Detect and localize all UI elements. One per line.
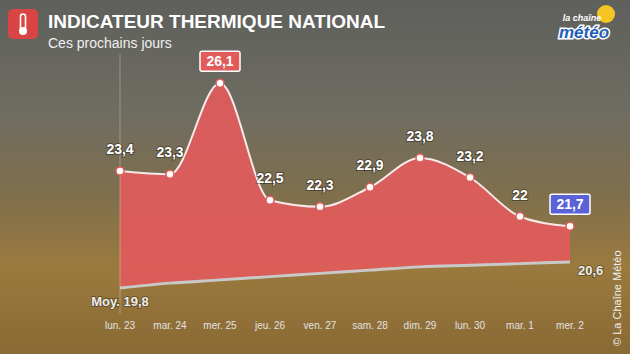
svg-text:jeu. 26: jeu. 26	[254, 320, 285, 331]
svg-text:23,3: 23,3	[156, 144, 183, 160]
svg-text:Moy. 19,8: Moy. 19,8	[91, 294, 149, 309]
svg-text:23,8: 23,8	[406, 128, 433, 144]
svg-text:mar. 24: mar. 24	[153, 320, 187, 331]
svg-text:sam. 28: sam. 28	[352, 320, 388, 331]
svg-text:dim. 29: dim. 29	[404, 320, 437, 331]
svg-text:lun. 23: lun. 23	[105, 320, 135, 331]
svg-text:22,3: 22,3	[306, 177, 333, 193]
svg-text:mer. 2: mer. 2	[556, 320, 584, 331]
svg-text:26,1: 26,1	[206, 53, 233, 69]
svg-text:© La Chaîne Météo: © La Chaîne Météo	[611, 250, 623, 346]
svg-text:22,5: 22,5	[256, 170, 283, 186]
svg-text:20,6: 20,6	[578, 263, 603, 278]
svg-text:mer. 25: mer. 25	[203, 320, 237, 331]
svg-text:23,4: 23,4	[106, 141, 133, 157]
svg-text:mar. 1: mar. 1	[506, 320, 534, 331]
svg-text:lun. 30: lun. 30	[455, 320, 485, 331]
svg-text:INDICATEUR THERMIQUE NATIONAL: INDICATEUR THERMIQUE NATIONAL	[48, 11, 385, 32]
svg-text:23,2: 23,2	[456, 148, 483, 164]
svg-text:ven. 27: ven. 27	[304, 320, 337, 331]
svg-text:21,7: 21,7	[556, 196, 583, 212]
svg-text:22: 22	[512, 187, 528, 203]
svg-text:22,9: 22,9	[356, 157, 383, 173]
svg-text:Ces prochains jours: Ces prochains jours	[48, 35, 172, 51]
svg-text:météo: météo	[559, 23, 609, 42]
svg-text:la chaîne: la chaîne	[563, 13, 602, 23]
